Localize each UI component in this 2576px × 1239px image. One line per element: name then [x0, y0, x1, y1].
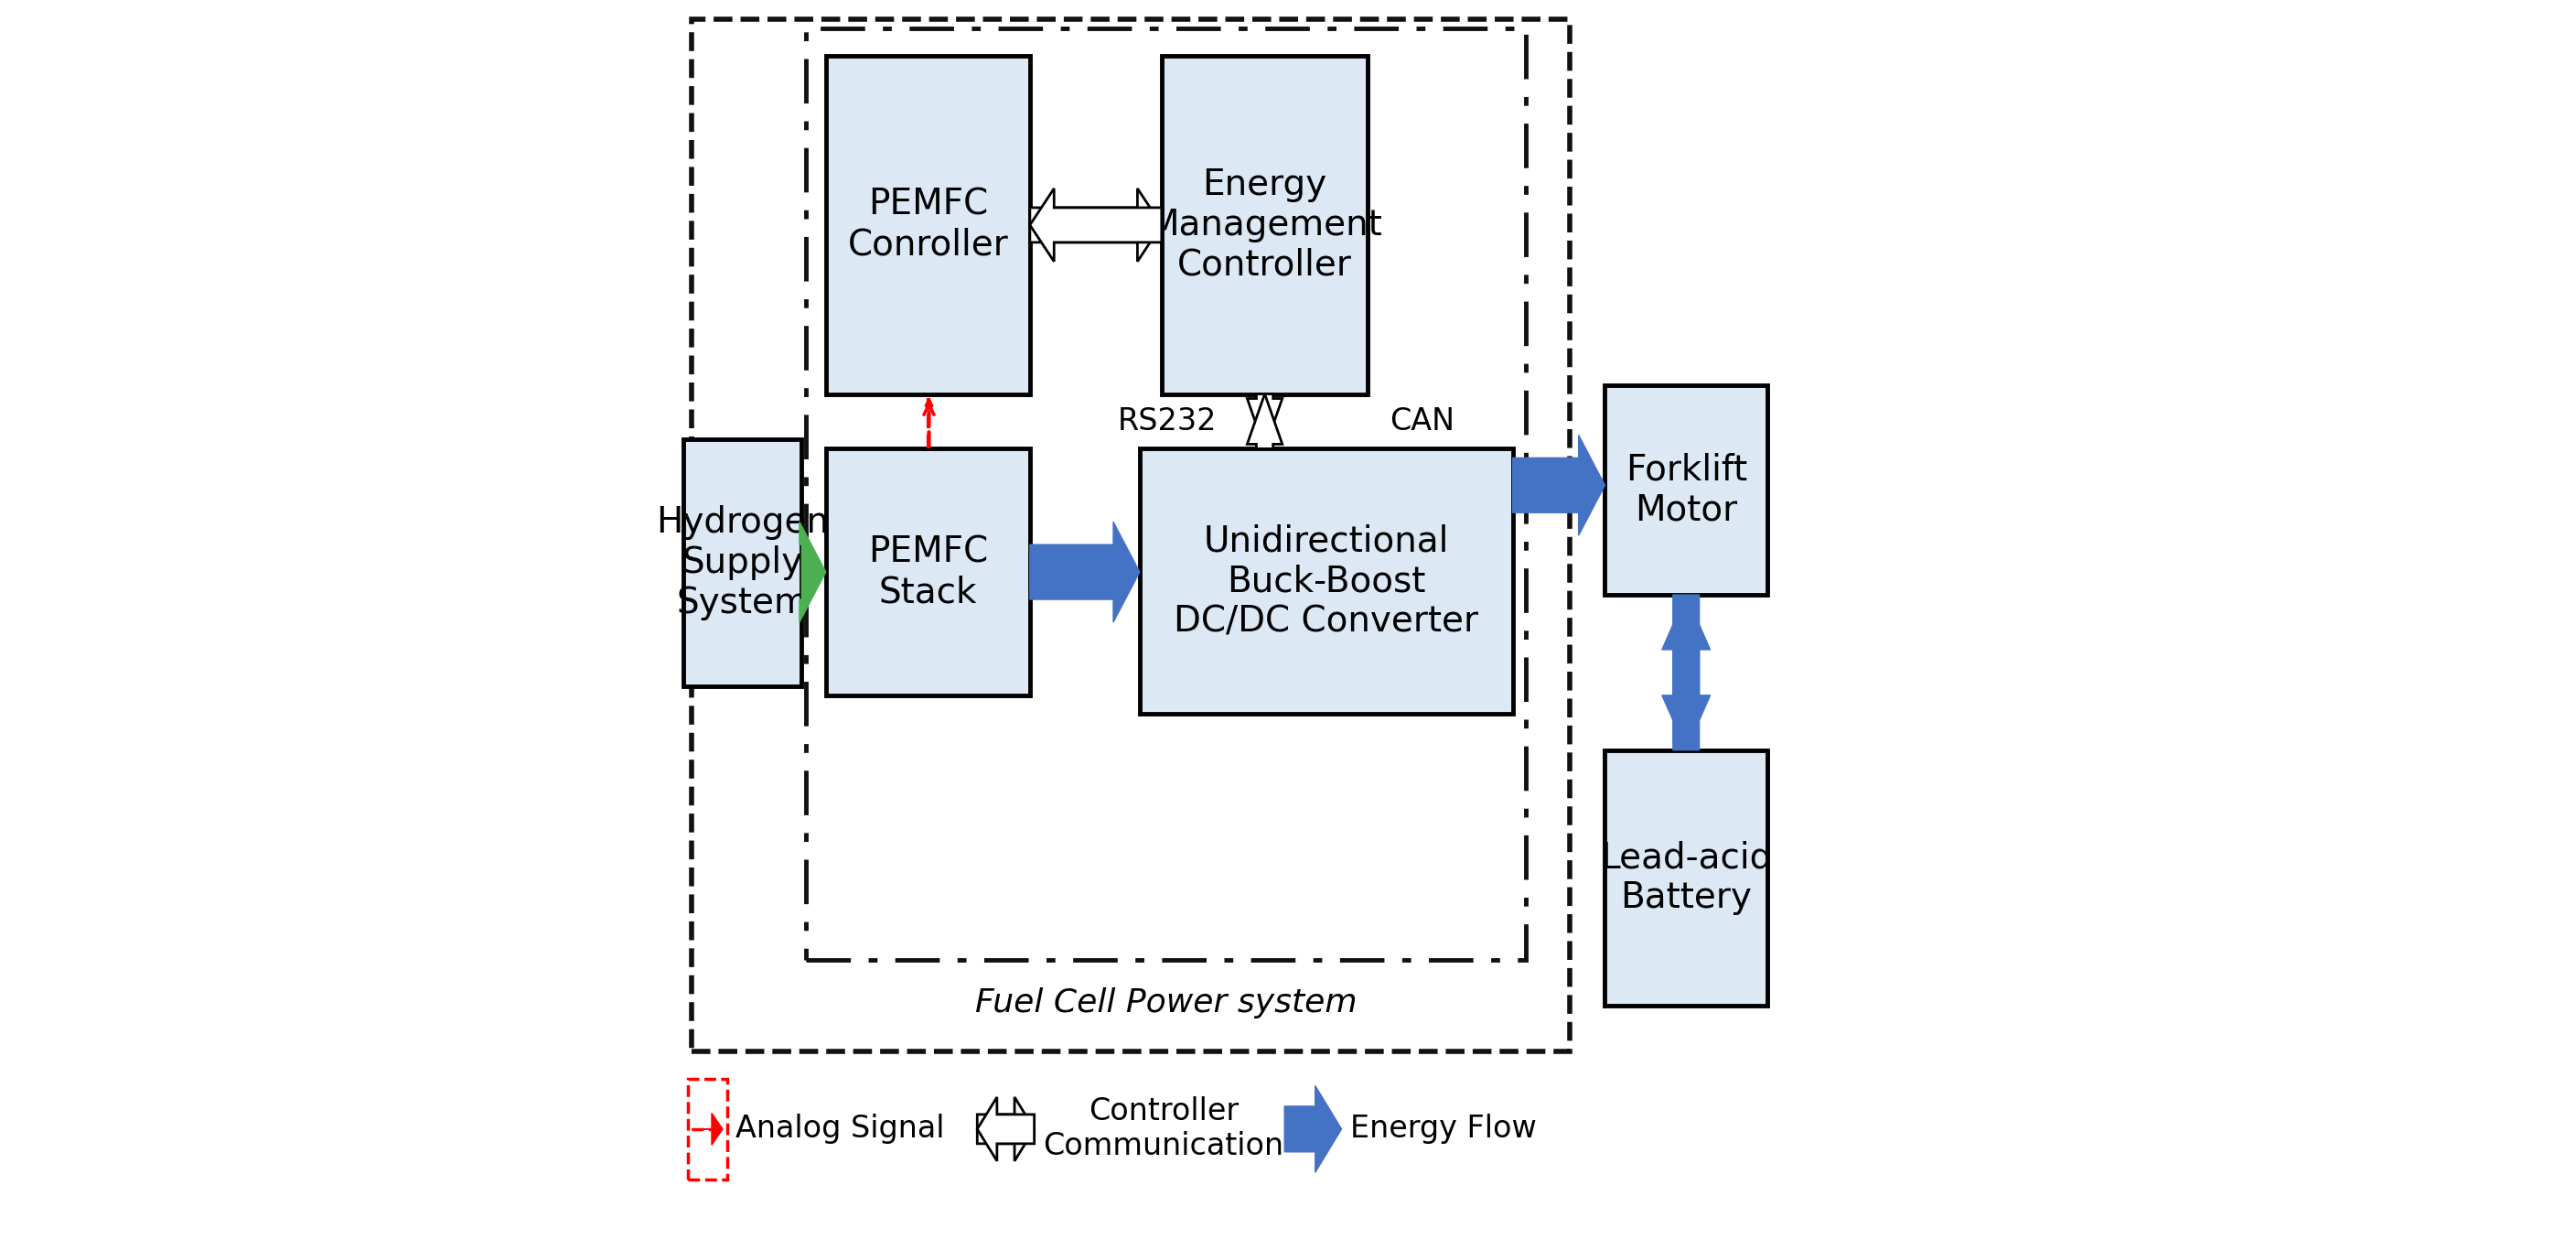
FancyArrow shape: [1247, 394, 1283, 449]
FancyArrow shape: [1030, 188, 1162, 261]
FancyArrow shape: [799, 522, 827, 622]
Text: Energy
Management
Controller: Energy Management Controller: [1149, 167, 1381, 282]
Text: RS232: RS232: [1118, 406, 1216, 436]
Bar: [693, 20, 1569, 1052]
FancyArrow shape: [976, 1097, 1036, 1161]
Text: Hydrogen
Supply
System: Hydrogen Supply System: [657, 506, 829, 621]
FancyArrow shape: [1030, 188, 1162, 261]
Bar: [806, 28, 1525, 960]
Bar: [827, 56, 1030, 394]
Text: PEMFC
Conroller: PEMFC Conroller: [848, 187, 1007, 263]
FancyArrow shape: [1285, 1085, 1342, 1172]
Text: PEMFC
Stack: PEMFC Stack: [868, 534, 987, 610]
FancyArrow shape: [1662, 595, 1710, 750]
Text: Unidirectional
Buck-Boost
DC/DC Converter: Unidirectional Buck-Boost DC/DC Converte…: [1175, 524, 1479, 639]
Bar: [1162, 56, 1368, 394]
Text: Controller
Communication: Controller Communication: [1043, 1097, 1283, 1162]
FancyArrow shape: [1512, 435, 1605, 535]
FancyArrow shape: [1030, 522, 1139, 622]
Text: Fuel Cell Power system: Fuel Cell Power system: [974, 987, 1358, 1018]
Text: Energy Flow: Energy Flow: [1350, 1114, 1538, 1144]
FancyArrow shape: [1662, 595, 1710, 750]
Bar: [1605, 750, 1767, 1006]
Text: Lead-acid
Battery: Lead-acid Battery: [1600, 840, 1772, 916]
FancyArrow shape: [976, 1097, 1036, 1161]
Text: Forklift
Motor: Forklift Motor: [1625, 452, 1747, 528]
Text: Analog Signal: Analog Signal: [737, 1114, 945, 1144]
Bar: [688, 1079, 726, 1180]
Bar: [1139, 449, 1512, 714]
Text: CAN: CAN: [1391, 406, 1455, 436]
FancyArrow shape: [693, 1113, 724, 1145]
FancyArrow shape: [1247, 394, 1283, 449]
Bar: [683, 440, 801, 686]
Bar: [1605, 385, 1767, 595]
Bar: [827, 449, 1030, 695]
